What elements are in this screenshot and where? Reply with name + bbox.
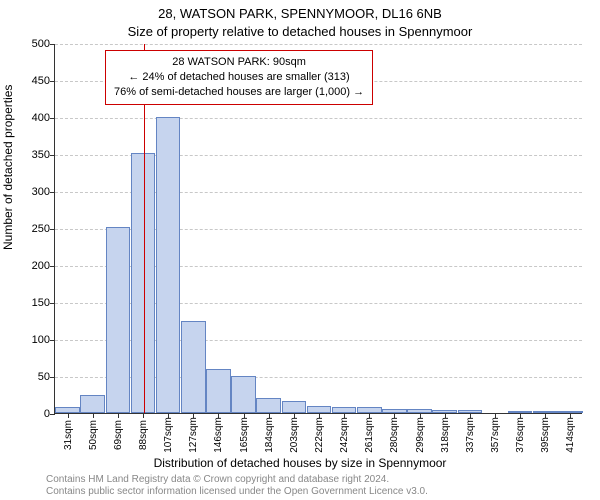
- xtick-label: 299sqm: [415, 417, 426, 453]
- plot-area: 31sqm50sqm69sqm88sqm107sqm127sqm146sqm16…: [54, 44, 582, 414]
- xtick-label: 127sqm: [188, 417, 199, 453]
- histogram-bar: [256, 398, 281, 413]
- xtick-mark: [118, 413, 119, 418]
- ytick-label: 100: [20, 334, 50, 346]
- ytick-label: 150: [20, 297, 50, 309]
- xtick-label: 203sqm: [289, 417, 300, 453]
- annotation-line: 28 WATSON PARK: 90sqm: [114, 55, 364, 70]
- xtick-label: 357sqm: [490, 417, 501, 453]
- xtick-label: 88sqm: [138, 420, 149, 450]
- ytick-label: 400: [20, 112, 50, 124]
- ytick-mark: [50, 118, 55, 119]
- histogram-bar: [106, 227, 131, 413]
- footer-attribution: Contains HM Land Registry data © Crown c…: [46, 474, 428, 498]
- xtick-label: 184sqm: [264, 417, 275, 453]
- histogram-bar: [206, 369, 231, 413]
- xtick-label: 280sqm: [389, 417, 400, 453]
- histogram-bar: [282, 401, 307, 413]
- x-axis-label: Distribution of detached houses by size …: [0, 456, 600, 470]
- ytick-mark: [50, 266, 55, 267]
- xtick-label: 414sqm: [565, 417, 576, 453]
- histogram-bar: [181, 321, 206, 414]
- ytick-label: 50: [20, 371, 50, 383]
- histogram-bar: [131, 153, 156, 413]
- ytick-label: 0: [20, 408, 50, 420]
- gridline: [55, 118, 582, 119]
- ytick-label: 300: [20, 186, 50, 198]
- chart-title-line1: 28, WATSON PARK, SPENNYMOOR, DL16 6NB: [0, 6, 600, 21]
- histogram-bar: [80, 395, 105, 414]
- xtick-label: 165sqm: [239, 417, 250, 453]
- xtick-label: 376sqm: [515, 417, 526, 453]
- ytick-mark: [50, 155, 55, 156]
- xtick-label: 50sqm: [88, 420, 99, 450]
- y-axis-label: Number of detached properties: [1, 85, 15, 250]
- ytick-mark: [50, 414, 55, 415]
- xtick-label: 107sqm: [163, 417, 174, 453]
- xtick-label: 337sqm: [465, 417, 476, 453]
- annotation-line: ← 24% of detached houses are smaller (31…: [114, 70, 364, 85]
- footer-line: Contains public sector information licen…: [46, 486, 428, 498]
- ytick-mark: [50, 81, 55, 82]
- ytick-label: 500: [20, 38, 50, 50]
- xtick-mark: [143, 413, 144, 418]
- histogram-bar: [307, 406, 332, 413]
- ytick-mark: [50, 303, 55, 304]
- xtick-label: 318sqm: [440, 417, 451, 453]
- xtick-label: 146sqm: [213, 417, 224, 453]
- gridline: [55, 44, 582, 45]
- histogram-bar: [231, 376, 256, 413]
- ytick-label: 250: [20, 223, 50, 235]
- ytick-mark: [50, 44, 55, 45]
- xtick-mark: [68, 413, 69, 418]
- xtick-label: 395sqm: [540, 417, 551, 453]
- annotation-line: 76% of semi-detached houses are larger (…: [114, 85, 364, 100]
- ytick-label: 200: [20, 260, 50, 272]
- ytick-label: 450: [20, 75, 50, 87]
- ytick-mark: [50, 340, 55, 341]
- xtick-label: 222sqm: [314, 417, 325, 453]
- xtick-label: 242sqm: [339, 417, 350, 453]
- ytick-mark: [50, 192, 55, 193]
- xtick-mark: [93, 413, 94, 418]
- xtick-label: 261sqm: [364, 417, 375, 453]
- ytick-label: 350: [20, 149, 50, 161]
- footer-line: Contains HM Land Registry data © Crown c…: [46, 474, 428, 486]
- histogram-bar: [156, 117, 181, 413]
- xtick-label: 69sqm: [113, 420, 124, 450]
- chart-title-line2: Size of property relative to detached ho…: [0, 24, 600, 39]
- xtick-label: 31sqm: [63, 420, 74, 450]
- ytick-mark: [50, 229, 55, 230]
- annotation-box: 28 WATSON PARK: 90sqm← 24% of detached h…: [105, 50, 373, 105]
- ytick-mark: [50, 377, 55, 378]
